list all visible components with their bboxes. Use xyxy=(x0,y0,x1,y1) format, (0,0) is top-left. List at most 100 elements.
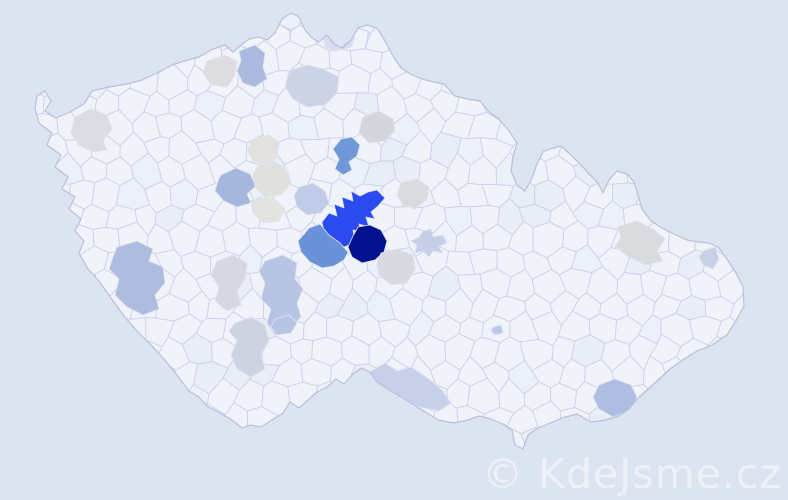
map-cell xyxy=(340,472,368,498)
map-cell xyxy=(35,153,54,189)
map-cell xyxy=(106,20,134,55)
map-cell xyxy=(93,406,125,433)
country-outline xyxy=(34,12,745,450)
map-cell xyxy=(0,340,7,364)
map-cell xyxy=(157,378,188,416)
map-cell xyxy=(263,475,292,500)
map-cell xyxy=(444,0,470,9)
map-cell xyxy=(470,63,499,99)
map-cell xyxy=(571,69,600,100)
map-cell xyxy=(106,0,135,6)
map-cell xyxy=(1,386,34,410)
map-cell xyxy=(585,454,616,478)
district-d04[interactable] xyxy=(332,136,361,176)
map-cell xyxy=(0,154,4,183)
district-d18[interactable] xyxy=(108,240,166,316)
map-cell xyxy=(778,248,788,280)
district-d06[interactable] xyxy=(293,182,330,216)
district-d26[interactable] xyxy=(698,246,720,270)
map-cell xyxy=(466,427,500,449)
map-cell xyxy=(0,0,1,9)
map-cell xyxy=(263,430,292,449)
map-cell xyxy=(738,362,744,387)
map-cell xyxy=(754,111,783,144)
district-d27[interactable] xyxy=(490,324,504,336)
district-d07[interactable] xyxy=(252,160,292,198)
district-d28[interactable] xyxy=(246,134,280,166)
map-cell xyxy=(3,21,25,55)
map-cell xyxy=(611,91,645,120)
map-cell xyxy=(765,223,788,252)
district-d15[interactable] xyxy=(396,178,430,210)
map-cell xyxy=(570,114,605,146)
map-cell xyxy=(51,379,84,415)
map-cell xyxy=(92,41,121,80)
district-d20[interactable] xyxy=(210,254,248,312)
district-d11[interactable] xyxy=(236,44,268,88)
map-cell xyxy=(81,382,112,417)
map-cell xyxy=(79,23,108,52)
map-cell xyxy=(43,225,73,259)
district-d21[interactable] xyxy=(228,316,270,378)
district-d08[interactable] xyxy=(250,196,286,224)
map-cell xyxy=(561,86,592,121)
district-d14[interactable] xyxy=(358,110,396,144)
map-cell xyxy=(247,448,279,449)
map-cell xyxy=(311,0,341,7)
district-d22[interactable] xyxy=(270,314,298,336)
map-cell xyxy=(169,447,200,449)
map-cell xyxy=(0,291,6,322)
map-cell xyxy=(0,200,5,230)
map-cell xyxy=(745,135,773,164)
map-cell xyxy=(5,294,30,322)
map-cell xyxy=(185,475,214,500)
map-cell xyxy=(154,430,186,449)
map-cell xyxy=(402,453,433,483)
map-cell xyxy=(732,24,744,52)
map-cell xyxy=(355,404,385,436)
map-cell xyxy=(288,0,311,9)
map-cell xyxy=(142,451,171,476)
map-cell xyxy=(1,431,33,461)
district-d03[interactable] xyxy=(297,223,349,269)
district-d10[interactable] xyxy=(202,54,238,88)
map-cell xyxy=(119,13,148,29)
map-cell xyxy=(611,135,642,164)
map-cell xyxy=(690,130,721,167)
district-d16[interactable] xyxy=(410,228,448,258)
map-cell xyxy=(117,40,149,72)
map-cell xyxy=(362,423,394,449)
map-cell xyxy=(118,317,147,343)
map-cell xyxy=(702,68,732,97)
map-cell xyxy=(524,24,550,56)
map-cell xyxy=(495,67,526,102)
map-cell xyxy=(78,295,109,325)
map-cell xyxy=(739,450,772,479)
map-cell xyxy=(35,48,45,74)
map-cell xyxy=(574,469,605,499)
map-cell xyxy=(613,451,645,481)
map-cell xyxy=(573,25,602,57)
map-cell xyxy=(700,0,729,5)
map-cell xyxy=(56,429,83,449)
map-cell xyxy=(208,470,238,500)
map-cell xyxy=(105,468,137,498)
map-cell xyxy=(404,42,436,75)
district-d17[interactable] xyxy=(376,248,416,286)
map-cell xyxy=(50,243,84,277)
map-cell xyxy=(678,470,704,499)
district-d09[interactable] xyxy=(70,108,113,153)
map-cell xyxy=(752,0,781,6)
map-cell xyxy=(611,46,645,73)
map-cell xyxy=(0,181,20,214)
map-cell xyxy=(546,113,574,140)
map-cell xyxy=(547,69,579,95)
map-cell xyxy=(0,228,18,251)
map-cell xyxy=(558,48,588,78)
map-cell xyxy=(511,450,538,477)
map-cell xyxy=(0,110,6,140)
district-d25[interactable] xyxy=(614,220,666,266)
district-d12[interactable] xyxy=(284,64,340,108)
map-cell xyxy=(732,334,744,368)
map-cell xyxy=(0,243,7,281)
